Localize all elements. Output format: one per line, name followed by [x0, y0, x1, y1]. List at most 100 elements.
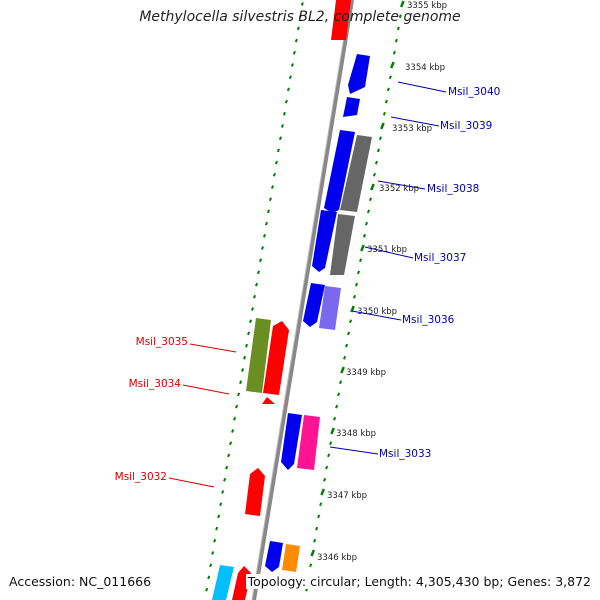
- gene-label-msil-3034: Msil_3034: [129, 378, 182, 390]
- right-tick: [372, 172, 376, 177]
- ruler-labels: 3355 kbp 3354 kbp 3353 kbp 3352 kbp 3351…: [317, 1, 447, 563]
- left-tick: [284, 99, 288, 104]
- ruler-label-3355: 3355 kbp: [407, 1, 447, 11]
- right-tick: [370, 183, 375, 191]
- right-tick: [378, 136, 382, 141]
- backbone-highlight: [251, 0, 351, 600]
- left-tick: [268, 197, 272, 202]
- left-tick: [205, 587, 209, 592]
- left-tick: [235, 404, 239, 409]
- left-tick: [270, 185, 274, 189]
- leader-msil-3036: [351, 310, 402, 321]
- left-tick: [209, 563, 213, 568]
- right-tick: [349, 319, 353, 324]
- gene-msil-3036: [319, 286, 341, 330]
- ruler-label-3354: 3354 kbp: [405, 63, 445, 73]
- gene-blue-3033: [281, 413, 302, 470]
- right-tick: [327, 453, 331, 458]
- right-tick: [320, 488, 326, 496]
- leader-msil-3032: [168, 477, 215, 488]
- left-tick: [262, 233, 267, 238]
- left-tick: [241, 368, 245, 372]
- backbone-line: [252, 0, 354, 600]
- left-tick: [227, 453, 231, 458]
- gene-msil-3039: [343, 97, 360, 117]
- right-tick: [364, 221, 369, 226]
- gene-label-msil-3032: Msil_3032: [115, 471, 167, 483]
- right-tick: [325, 465, 329, 470]
- left-tick: [221, 490, 225, 494]
- leader-msil-3033: [329, 446, 379, 455]
- right-tick: [323, 477, 327, 482]
- right-tick: [310, 549, 316, 557]
- gene-red-3034a: [263, 321, 289, 395]
- left-tick: [247, 331, 251, 336]
- gene-msil-3038-gray: [340, 135, 372, 212]
- right-tick: [343, 355, 347, 360]
- right-tick: [398, 14, 402, 19]
- left-tick: [286, 87, 290, 92]
- left-tick: [258, 258, 263, 263]
- right-tick: [362, 233, 367, 238]
- right-tick: [333, 416, 337, 421]
- gene-msil-3037-gray: [330, 214, 355, 275]
- gene-msil-3033: [297, 415, 320, 470]
- left-tick: [225, 465, 229, 470]
- right-tick: [337, 392, 341, 397]
- gene-cyan-bottom: [212, 565, 234, 600]
- right-tick: [356, 270, 361, 275]
- right-tick: [352, 294, 357, 299]
- ruler-label-3349: 3349 kbp: [346, 368, 386, 378]
- left-tick: [231, 429, 235, 433]
- right-tick: [335, 404, 339, 409]
- right-tick: [340, 366, 345, 374]
- ruler-label-3346: 3346 kbp: [317, 553, 357, 563]
- left-tick: [213, 538, 217, 543]
- left-tick: [215, 526, 219, 531]
- gene-blue-bottom: [265, 541, 283, 572]
- left-tick: [260, 246, 265, 250]
- left-tick: [290, 63, 294, 67]
- left-tick: [239, 380, 243, 385]
- right-tick: [390, 61, 395, 69]
- left-tick: [274, 160, 278, 165]
- right-tick: [380, 122, 385, 130]
- gene-msil-3035: [246, 318, 271, 393]
- right-tick: [354, 282, 359, 287]
- left-tick: [264, 221, 269, 226]
- left-tick: [223, 477, 227, 482]
- backbone-group: [251, 0, 354, 600]
- right-tick: [376, 148, 380, 153]
- left-tick: [217, 514, 221, 519]
- right-tick: [347, 331, 351, 336]
- left-tick: [211, 551, 215, 555]
- left-tick: [243, 355, 247, 360]
- left-tick: [296, 26, 300, 31]
- right-tick: [309, 563, 313, 568]
- left-tick: [237, 392, 241, 397]
- gene-red-top: [331, 0, 351, 40]
- right-tick: [396, 26, 400, 31]
- gene-msil-3032: [245, 468, 265, 516]
- ruler-label-3353: 3353 kbp: [392, 124, 432, 134]
- left-tick: [300, 2, 304, 6]
- gene-msil-3040: [348, 54, 370, 94]
- left-tick: [280, 124, 284, 128]
- right-tick: [382, 111, 386, 116]
- gene-orange-bottom: [282, 544, 300, 572]
- left-tick: [252, 294, 257, 299]
- left-tick: [256, 270, 261, 275]
- right-tick: [388, 75, 392, 80]
- gene-label-msil-3036: Msil_3036: [402, 314, 455, 326]
- left-tick: [245, 343, 249, 348]
- gene-msil-3038: [324, 130, 355, 213]
- left-tick: [272, 172, 276, 177]
- left-tick: [292, 50, 296, 55]
- tick-marks: [205, 0, 405, 592]
- gene-label-msil-3038: Msil_3038: [427, 183, 479, 195]
- ruler-label-3348: 3348 kbp: [336, 429, 376, 439]
- left-tick: [282, 111, 286, 116]
- right-tick: [386, 87, 390, 92]
- right-tick: [384, 99, 388, 104]
- left-tick: [207, 575, 211, 580]
